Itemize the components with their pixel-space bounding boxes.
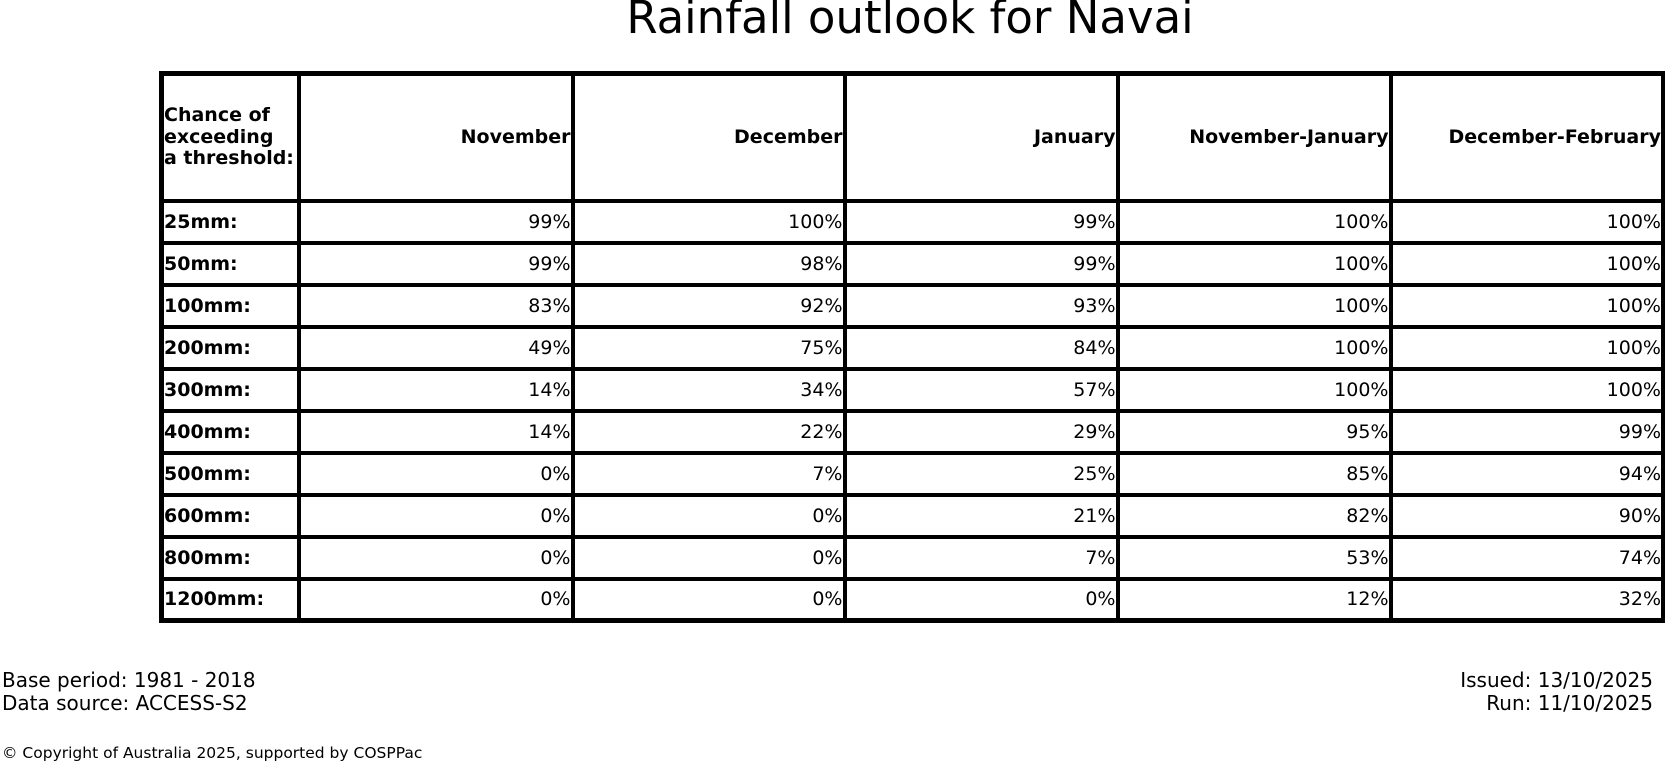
probability-value: 95% [1115, 408, 1393, 455]
outlook-table: Chance of exceeding a threshold: Novembe… [159, 71, 1665, 623]
probability-value: 83% [296, 282, 575, 329]
threshold-label: 300mm: [159, 366, 301, 413]
probability-value: 100% [1115, 324, 1393, 371]
outlook-table-body: 25mm: 99% 100% 99% 100% 100% 50mm: 99% 98% 99% 100… [159, 198, 1665, 623]
probability-value: 100% [1115, 240, 1393, 287]
threshold-label: 600mm: [159, 492, 301, 539]
column-header: January [842, 71, 1120, 203]
threshold-label: 500mm: [159, 450, 301, 497]
table-row: 300mm: 14% 34% 57% 100% 100% [159, 366, 1665, 413]
probability-value: 74% [1388, 534, 1665, 581]
table-row: 600mm: 0% 0% 21% 82% 90% [159, 492, 1665, 539]
probability-value: 0% [296, 534, 575, 581]
corner-header-cell: Chance of exceeding a threshold: [159, 71, 301, 203]
probability-value: 32% [1388, 576, 1665, 623]
issued-text: Issued: 13/10/2025 [1460, 668, 1653, 692]
probability-value: 99% [842, 240, 1120, 287]
probability-value: 100% [1388, 324, 1665, 371]
probability-value: 0% [570, 534, 847, 581]
table-row: 500mm: 0% 7% 25% 85% 94% [159, 450, 1665, 497]
run-text: Run: 11/10/2025 [1486, 691, 1653, 715]
base-period-text: Base period: 1981 - 2018 [2, 668, 256, 692]
threshold-label: 25mm: [159, 198, 301, 245]
probability-value: 100% [1115, 282, 1393, 329]
probability-value: 93% [842, 282, 1120, 329]
outlook-table-header: Chance of exceeding a threshold: Novembe… [159, 71, 1665, 203]
probability-value: 98% [570, 240, 847, 287]
probability-value: 92% [570, 282, 847, 329]
threshold-label: 400mm: [159, 408, 301, 455]
column-header: December-February [1388, 71, 1665, 203]
table-row: 800mm: 0% 0% 7% 53% 74% [159, 534, 1665, 581]
probability-value: 0% [570, 492, 847, 539]
table-row: 1200mm: 0% 0% 0% 12% 32% [159, 576, 1665, 623]
probability-value: 7% [842, 534, 1120, 581]
threshold-label: 1200mm: [159, 576, 301, 623]
probability-value: 82% [1115, 492, 1393, 539]
table-row: 50mm: 99% 98% 99% 100% 100% [159, 240, 1665, 287]
probability-value: 0% [570, 576, 847, 623]
probability-value: 75% [570, 324, 847, 371]
probability-value: 0% [296, 492, 575, 539]
page-title: Rainfall outlook for Navai [626, 0, 1194, 44]
footer-right: Issued: 13/10/2025 Run: 11/10/2025 [1460, 669, 1653, 715]
probability-value: 99% [842, 198, 1120, 245]
probability-value: 49% [296, 324, 575, 371]
copyright-text: © Copyright of Australia 2025, supported… [2, 744, 423, 762]
table-row: 25mm: 99% 100% 99% 100% 100% [159, 198, 1665, 245]
probability-value: 100% [1388, 198, 1665, 245]
probability-value: 100% [570, 198, 847, 245]
data-source-text: Data source: ACCESS-S2 [2, 691, 248, 715]
probability-value: 100% [1115, 366, 1393, 413]
probability-value: 94% [1388, 450, 1665, 497]
threshold-label: 800mm: [159, 534, 301, 581]
probability-value: 100% [1388, 282, 1665, 329]
threshold-label: 100mm: [159, 282, 301, 329]
probability-value: 100% [1388, 366, 1665, 413]
table-row: 400mm: 14% 22% 29% 95% 99% [159, 408, 1665, 455]
probability-value: 14% [296, 408, 575, 455]
probability-value: 0% [842, 576, 1120, 623]
probability-value: 85% [1115, 450, 1393, 497]
probability-value: 100% [1388, 240, 1665, 287]
probability-value: 57% [842, 366, 1120, 413]
column-header: November [296, 71, 575, 203]
table-row: 100mm: 83% 92% 93% 100% 100% [159, 282, 1665, 329]
probability-value: 53% [1115, 534, 1393, 581]
table-row: 200mm: 49% 75% 84% 100% 100% [159, 324, 1665, 371]
threshold-label: 200mm: [159, 324, 301, 371]
probability-value: 99% [1388, 408, 1665, 455]
probability-value: 25% [842, 450, 1120, 497]
column-header: November-January [1115, 71, 1393, 203]
probability-value: 34% [570, 366, 847, 413]
probability-value: 0% [296, 450, 575, 497]
header-row: Chance of exceeding a threshold: Novembe… [159, 71, 1665, 203]
probability-value: 0% [296, 576, 575, 623]
probability-value: 99% [296, 198, 575, 245]
column-header: December [570, 71, 847, 203]
threshold-label: 50mm: [159, 240, 301, 287]
probability-value: 90% [1388, 492, 1665, 539]
probability-value: 100% [1115, 198, 1393, 245]
probability-value: 14% [296, 366, 575, 413]
probability-value: 99% [296, 240, 575, 287]
probability-value: 21% [842, 492, 1120, 539]
footer-left: Base period: 1981 - 2018 Data source: AC… [2, 669, 256, 715]
probability-value: 12% [1115, 576, 1393, 623]
probability-value: 84% [842, 324, 1120, 371]
probability-value: 7% [570, 450, 847, 497]
probability-value: 29% [842, 408, 1120, 455]
outlook-table-container: Chance of exceeding a threshold: Novembe… [159, 71, 1665, 623]
probability-value: 22% [570, 408, 847, 455]
